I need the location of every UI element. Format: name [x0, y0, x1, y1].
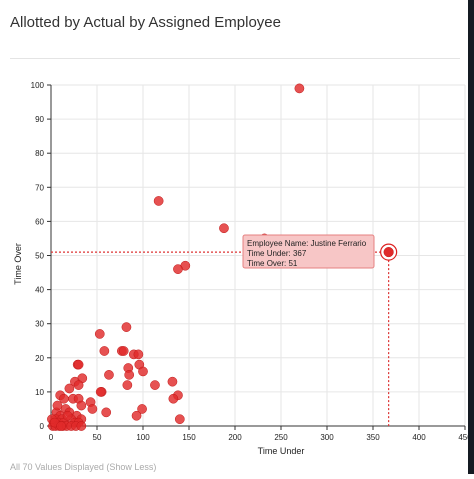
y-tick-label-0: 0 [40, 422, 45, 431]
data-point-35 [168, 393, 179, 404]
data-point-20 [104, 370, 114, 380]
tooltip-box [242, 234, 375, 269]
data-point-69 [56, 421, 66, 431]
chart-title: Allotted by Actual by Assigned Employee [10, 14, 281, 31]
x-tick-label-350: 350 [366, 433, 380, 442]
y-tick-label-60: 60 [35, 217, 44, 226]
x-tick-label-250: 250 [274, 433, 288, 442]
highlighted-point[interactable] [380, 243, 398, 261]
y-tick-labels: 0 10 20 30 40 50 60 70 80 90 100 [31, 81, 45, 431]
crosshair-lines [51, 251, 390, 426]
x-tick-label-450: 450 [458, 433, 468, 442]
data-point-26 [122, 380, 133, 390]
data-point-18 [138, 366, 148, 377]
data-point-24 [64, 383, 75, 394]
highlight-point [383, 247, 394, 258]
data-point-2 [219, 223, 229, 234]
data-point-9 [99, 346, 110, 356]
data-point-38 [87, 404, 98, 414]
x-tick-label-400: 400 [412, 433, 426, 442]
data-point-11 [118, 346, 129, 356]
data-point-7 [94, 329, 105, 339]
data-point-8 [121, 322, 132, 332]
y-tick-label-30: 30 [35, 320, 44, 329]
y-tick-label-80: 80 [35, 149, 44, 158]
title-divider [10, 58, 460, 59]
tooltip: Employee Name: Justine Ferrario Time Und… [242, 234, 375, 269]
data-point-23 [167, 376, 178, 387]
tooltip-line-name: Employee Name: Justine Ferrario [247, 239, 367, 248]
y-axis-label: Time Over [13, 243, 23, 285]
x-tick-labels: 0 50 100 150 200 250 300 350 400 450 [49, 433, 472, 442]
x-axis-label: Time Under [258, 446, 305, 456]
data-point-66 [52, 400, 63, 411]
data-point-67 [62, 410, 73, 421]
data-point-39 [137, 404, 147, 414]
x-tick-label-100: 100 [136, 433, 150, 442]
y-tick-label-40: 40 [35, 286, 44, 295]
data-point-27 [150, 380, 160, 390]
y-tick-label-20: 20 [35, 354, 44, 363]
x-tick-label-200: 200 [228, 433, 242, 442]
data-point-51 [174, 414, 185, 425]
data-point-0 [294, 83, 305, 94]
tooltip-line-time-over: Time Over: 51 [247, 259, 298, 268]
data-point-5 [173, 264, 183, 274]
tooltip-line-time-under: Time Under: 367 [247, 249, 307, 258]
axes [47, 84, 466, 430]
data-point-64 [76, 421, 87, 431]
data-point-16 [73, 359, 84, 370]
x-tick-label-50: 50 [93, 433, 102, 442]
x-tick-label-0: 0 [49, 433, 54, 442]
data-point-19 [124, 370, 135, 380]
y-tick-label-10: 10 [35, 388, 44, 397]
values-displayed-toggle[interactable]: All 70 Values Displayed (Show Less) [10, 462, 157, 472]
data-point-25 [73, 380, 84, 390]
data-point-1 [153, 196, 164, 206]
x-tick-label-300: 300 [320, 433, 334, 442]
window-edge [468, 0, 474, 474]
data-point-29 [95, 387, 106, 397]
y-tick-label-100: 100 [31, 81, 45, 90]
data-points [47, 83, 305, 431]
data-point-37 [76, 400, 87, 411]
data-point-13 [133, 349, 144, 360]
scatter-chart-container: 0 50 100 150 200 250 300 350 400 450 0 10 20 30 40 50 6… [0, 60, 472, 474]
scatter-chart: 0 50 100 150 200 250 300 350 400 450 0 10 20 30 40 50 6… [13, 81, 472, 456]
y-tick-label-70: 70 [35, 183, 44, 192]
x-tick-label-150: 150 [182, 433, 196, 442]
data-point-44 [131, 410, 142, 421]
y-tick-label-50: 50 [35, 252, 44, 261]
y-tick-label-90: 90 [35, 115, 44, 124]
data-point-43 [101, 407, 112, 418]
